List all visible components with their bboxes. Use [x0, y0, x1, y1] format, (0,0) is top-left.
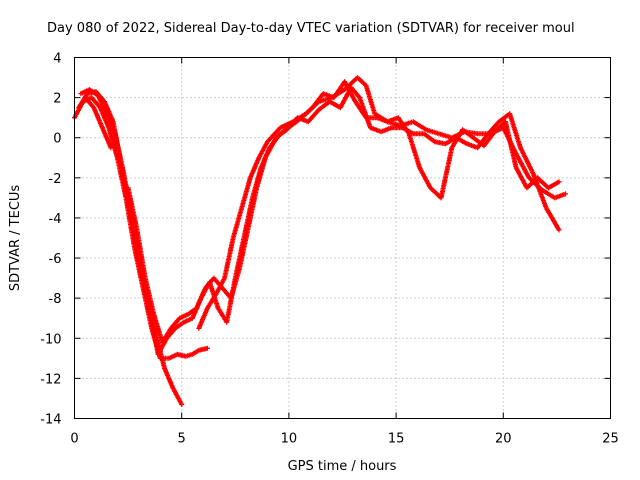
series-track-3	[82, 85, 562, 345]
series-trace	[83, 86, 561, 344]
x-tick-label: 15	[388, 432, 405, 447]
y-tick-label: -4	[49, 212, 62, 227]
axis-ticks	[74, 57, 611, 419]
y-tick-label: 2	[53, 92, 61, 107]
y-tick-label: -8	[49, 292, 62, 307]
x-axis-label: GPS time / hours	[288, 459, 397, 474]
y-tick-label: 0	[53, 132, 61, 147]
y-tick-label: -6	[49, 252, 62, 267]
y-tick-label: -12	[40, 372, 61, 387]
y-tick-label: 4	[53, 52, 61, 67]
data-points	[72, 75, 568, 407]
series-track-4	[78, 79, 562, 357]
series-trace	[77, 76, 567, 406]
x-tick-label: 10	[281, 432, 298, 447]
y-tick-label: -14	[40, 413, 61, 428]
x-tick-label: 20	[495, 432, 512, 447]
y-tick-label: -10	[40, 332, 61, 347]
plot-frame	[74, 57, 611, 419]
x-tick-label: 0	[70, 432, 78, 447]
chart-title: Day 080 of 2022, Sidereal Day-to-day VTE…	[47, 21, 575, 36]
y-tick-label: -2	[49, 172, 62, 187]
x-tick-label: 25	[602, 432, 619, 447]
x-tick-label: 5	[178, 432, 186, 447]
series-trace	[79, 80, 561, 356]
grid-lines	[74, 57, 611, 419]
y-axis-label: SDTVAR / TECUs	[8, 185, 23, 292]
